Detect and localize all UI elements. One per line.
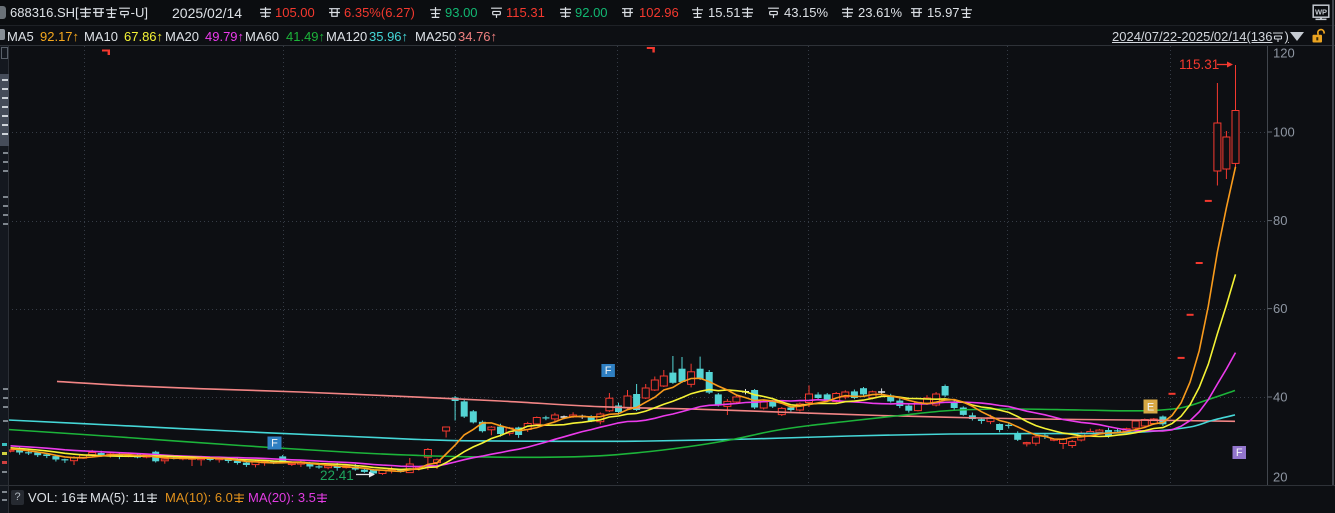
svg-text:40: 40	[1273, 390, 1287, 405]
svg-text:100: 100	[1273, 125, 1295, 140]
svg-text:F: F	[271, 438, 278, 450]
svg-text:E: E	[1147, 402, 1154, 414]
svg-text:60: 60	[1273, 301, 1287, 316]
svg-text:115.31: 115.31	[1179, 57, 1219, 72]
svg-text:80: 80	[1273, 213, 1287, 228]
svg-text:F: F	[1236, 447, 1243, 459]
svg-text:120: 120	[1273, 46, 1295, 61]
svg-text:22.41: 22.41	[320, 468, 354, 483]
svg-text:F: F	[605, 365, 612, 377]
svg-text:WP: WP	[1315, 8, 1327, 17]
svg-text:20: 20	[1273, 470, 1287, 485]
